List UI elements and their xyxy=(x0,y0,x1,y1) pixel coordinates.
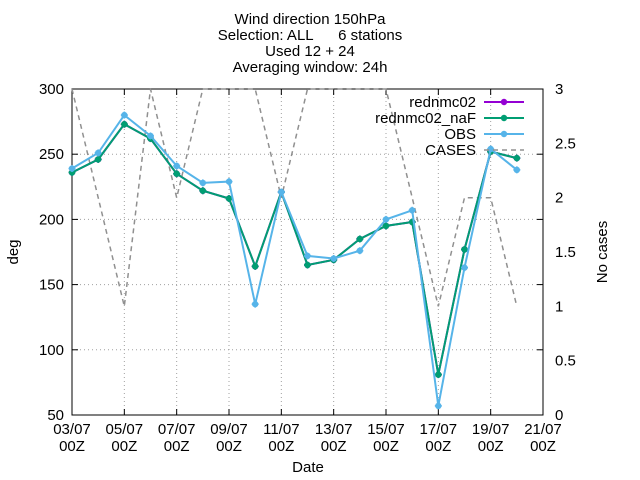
x-tick-label-time: 00Z xyxy=(530,438,556,455)
x-tick-label-time: 00Z xyxy=(268,438,294,455)
data-point-rednmc02_naF xyxy=(120,120,128,128)
series-line-rednmc02_naF xyxy=(71,122,518,375)
data-point-OBS xyxy=(173,162,181,170)
x-tick-label-time: 00Z xyxy=(216,438,242,455)
data-point-OBS xyxy=(120,111,128,119)
data-point-rednmc02_naF xyxy=(94,155,102,163)
y-tick-label: 150 xyxy=(39,277,64,294)
data-point-OBS xyxy=(68,165,76,173)
y2-tick-label: 1 xyxy=(555,298,563,315)
legend-marker xyxy=(500,114,508,122)
data-point-rednmc02_naF xyxy=(513,154,521,162)
series-line-rednmc02 xyxy=(71,122,518,375)
x-tick-label: 07/07 xyxy=(158,421,196,438)
data-point-rednmc02_naF xyxy=(251,262,259,270)
legend-label-rednmc02_naF: rednmc02_naF xyxy=(375,110,476,127)
series-group xyxy=(68,88,521,410)
x-tick-label: 09/07 xyxy=(210,421,248,438)
y2-tick-label: 2 xyxy=(555,190,563,207)
title-line-2: Selection: ALL 6 stations xyxy=(217,27,403,44)
grid xyxy=(72,89,543,415)
data-point-OBS xyxy=(94,149,102,157)
data-point-OBS xyxy=(199,179,207,187)
data-point-rednmc02_naF xyxy=(304,261,311,269)
series-line-OBS xyxy=(71,113,518,407)
data-point-OBS xyxy=(408,206,416,214)
data-point-rednmc02_naF xyxy=(173,170,181,178)
data-point-rednmc02_naF xyxy=(461,245,468,253)
data-point-OBS xyxy=(434,402,442,410)
y2-tick-label: 2.5 xyxy=(555,135,576,152)
x-tick-label: 03/07 xyxy=(53,421,91,438)
title-line-1: Wind direction 150hPa xyxy=(234,11,386,28)
data-point-OBS xyxy=(147,132,154,140)
data-point-OBS xyxy=(356,247,364,255)
data-point-OBS xyxy=(304,252,311,260)
data-point-OBS xyxy=(225,178,233,186)
x-tick-label: 19/07 xyxy=(472,421,510,438)
data-point-OBS xyxy=(461,264,468,272)
data-point-rednmc02_naF xyxy=(434,371,442,379)
x-tick-label-time: 00Z xyxy=(373,438,399,455)
plot-frame xyxy=(71,88,544,416)
axes: 5010015020025030000.511.522.5303/0700Z05… xyxy=(39,81,576,455)
data-point-OBS xyxy=(277,188,285,196)
x-tick-label: 11/07 xyxy=(263,421,299,438)
legend-label-CASES: CASES xyxy=(425,142,476,159)
data-point-OBS xyxy=(330,255,338,263)
data-point-OBS xyxy=(251,300,259,308)
legend-marker xyxy=(500,130,508,138)
y2-tick-label: 3 xyxy=(555,81,563,98)
legend-label-OBS: OBS xyxy=(444,126,476,143)
x-tick-label-time: 00Z xyxy=(111,438,137,455)
y2-tick-label: 0.5 xyxy=(555,353,576,370)
data-point-rednmc02_naF xyxy=(356,235,364,243)
legend-marker xyxy=(500,98,508,106)
x-tick-label: 05/07 xyxy=(106,421,144,438)
data-point-rednmc02_naF xyxy=(382,222,390,230)
x-tick-label-time: 00Z xyxy=(321,438,347,455)
legend-label-rednmc02: rednmc02 xyxy=(409,94,476,111)
series-line-CASES xyxy=(71,88,518,307)
x-tick-label-time: 00Z xyxy=(59,438,85,455)
x-tick-label-time: 00Z xyxy=(425,438,451,455)
y-tick-label: 50 xyxy=(47,407,64,424)
x-tick-label: 21/07 xyxy=(524,421,562,438)
data-point-OBS xyxy=(487,145,495,153)
y-tick-label: 250 xyxy=(39,146,64,163)
x-tick-label: 13/07 xyxy=(315,421,353,438)
y-axis-label: deg xyxy=(5,239,22,264)
y2-tick-label: 1.5 xyxy=(555,244,576,261)
chart-title: Wind direction 150hPa Selection: ALL 6 s… xyxy=(150,12,470,76)
title-line-4: Averaging window: 24h xyxy=(232,59,388,76)
y2-axis-label: No cases xyxy=(594,221,611,284)
x-tick-label-time: 00Z xyxy=(478,438,504,455)
data-point-OBS xyxy=(382,215,390,223)
data-point-rednmc02_naF xyxy=(225,195,233,203)
y-tick-label: 300 xyxy=(39,81,64,98)
x-tick-label-time: 00Z xyxy=(164,438,190,455)
x-axis-label: Date xyxy=(292,459,324,476)
title-line-3: Used 12 + 24 xyxy=(265,43,355,60)
data-point-rednmc02_naF xyxy=(199,187,207,195)
x-tick-label: 15/07 xyxy=(367,421,405,438)
y-tick-label: 200 xyxy=(39,211,64,228)
y2-tick-label: 0 xyxy=(555,407,563,424)
data-point-OBS xyxy=(513,166,521,174)
x-tick-label: 17/07 xyxy=(420,421,458,438)
y-tick-label: 100 xyxy=(39,342,64,359)
